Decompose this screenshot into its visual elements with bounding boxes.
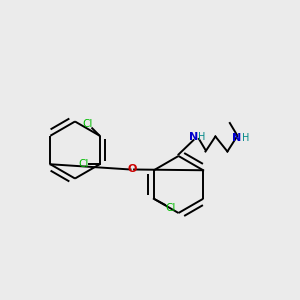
Text: Cl: Cl xyxy=(165,203,175,213)
Text: H: H xyxy=(198,131,206,142)
Text: N: N xyxy=(189,131,198,142)
Text: Cl: Cl xyxy=(82,119,93,129)
Text: H: H xyxy=(242,133,249,143)
Text: Cl: Cl xyxy=(78,159,88,169)
Text: O: O xyxy=(128,164,137,175)
Text: N: N xyxy=(232,133,242,143)
